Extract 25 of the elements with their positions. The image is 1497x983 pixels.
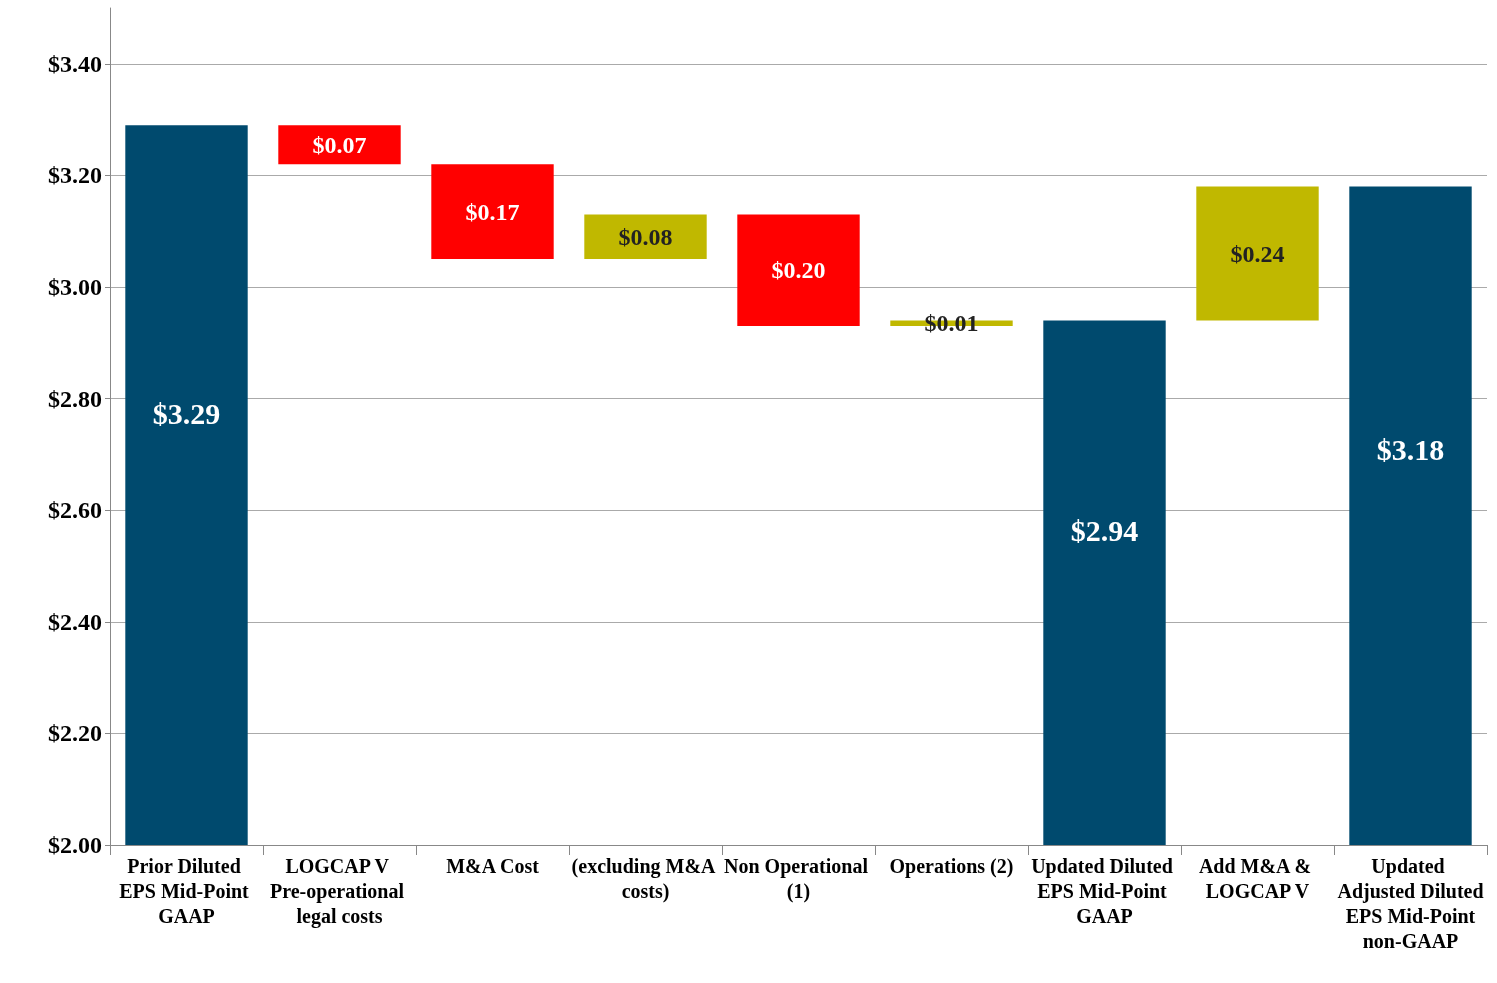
x-tick-label: Operations (2) (889, 854, 1014, 878)
x-tick-label: Updated Diluted EPS Mid-Point GAAP (1031, 854, 1178, 927)
y-tick-label: $2.20 (48, 720, 102, 747)
data-label: $0.24 (1230, 240, 1285, 267)
y-tick-label: $2.40 (48, 608, 102, 635)
data-label: $0.17 (465, 198, 520, 225)
data-label: $2.94 (1070, 513, 1139, 547)
x-tick-label: Prior Diluted EPS Mid-Point GAAP (119, 854, 254, 927)
x-tick-label: Updated Adjusted Diluted EPS Mid-Point non-GAAP (1337, 854, 1484, 952)
data-label: $0.20 (771, 257, 826, 284)
x-tick-label: Add M&A & LOGCAP V (1198, 854, 1317, 902)
y-tick-label: $3.00 (48, 274, 102, 300)
x-tick-label: LOGCAP V Pre-operational legal costs (269, 854, 410, 928)
x-tick-label: (excluding M&A costs) (571, 854, 720, 903)
y-tick-label: $2.00 (48, 832, 102, 858)
x-tick-label: Non Operational (1) (724, 854, 873, 903)
data-label: $3.29 (152, 396, 221, 430)
y-tick-label: $3.20 (48, 162, 102, 189)
y-tick-label: $3.40 (48, 50, 102, 77)
y-tick-label: $2.60 (48, 497, 102, 524)
data-label: $0.07 (312, 131, 367, 158)
data-label: $0.08 (618, 223, 673, 250)
data-label: $3.18 (1376, 433, 1445, 467)
x-tick-label: M&A Cost (446, 854, 540, 877)
y-tick-label: $2.80 (48, 385, 102, 412)
